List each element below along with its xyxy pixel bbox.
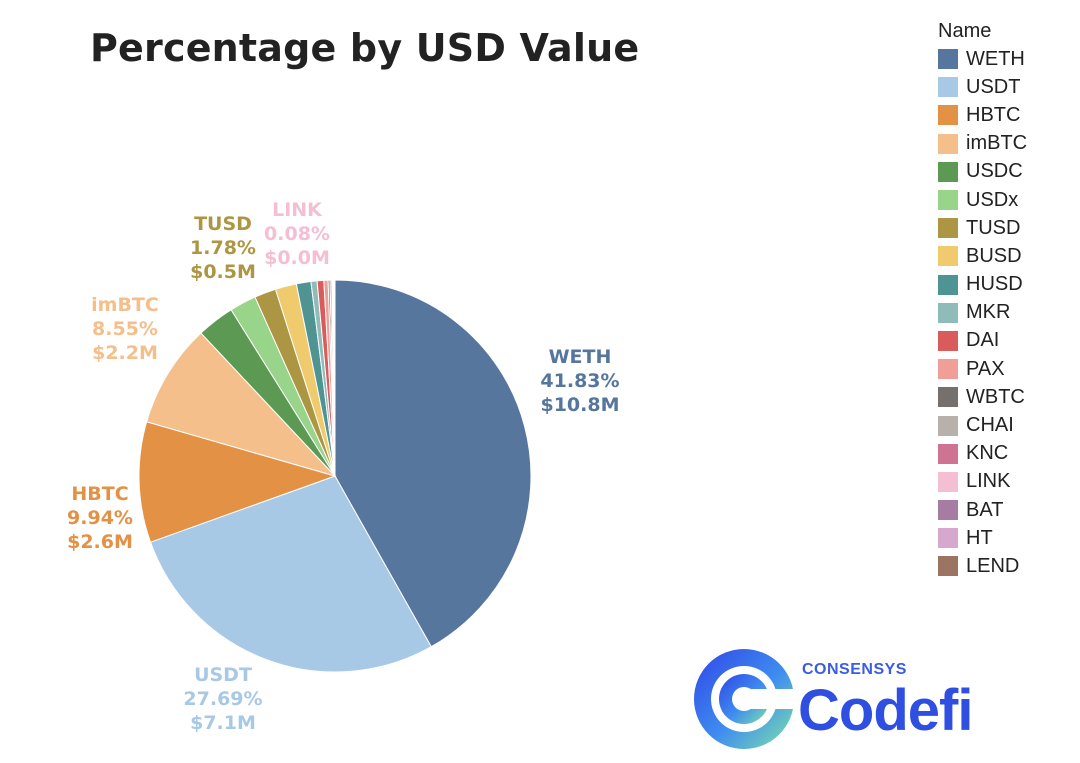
legend-item-husd: HUSD [938, 271, 1027, 299]
legend-label: KNC [966, 442, 1009, 465]
legend-item-mkr: MKR [938, 299, 1027, 327]
codefi-logo: CONSENSYS Codefi [690, 645, 1020, 753]
legend-label: HUSD [966, 273, 1023, 296]
legend-swatch [938, 161, 958, 182]
legend-swatch [938, 330, 958, 351]
slice-label-weth: WETH 41.83% $10.8M [525, 345, 635, 417]
slice-label-name: TUSD [194, 213, 252, 235]
legend-label: USDC [966, 160, 1023, 183]
legend-item-busd: BUSD [938, 242, 1027, 270]
legend-swatch [938, 471, 958, 492]
legend-swatch [938, 274, 958, 295]
legend-label: LINK [966, 470, 1011, 493]
slice-label-link: LINK 0.08% $0.0M [252, 198, 342, 270]
legend-swatch [938, 443, 958, 464]
legend-label: DAI [966, 329, 1000, 352]
legend-label: HT [966, 526, 993, 549]
legend-item-knc: KNC [938, 440, 1027, 468]
slice-label-value: $7.1M [190, 712, 256, 734]
slice-label-value: $0.0M [264, 247, 330, 269]
logo-product-text: Codefi [798, 678, 973, 743]
legend-item-imbtc: imBTC [938, 130, 1027, 158]
slice-label-name: LINK [272, 199, 322, 221]
legend-label: BUSD [966, 244, 1022, 267]
legend-swatch [938, 415, 958, 436]
slice-label-name: HBTC [71, 483, 129, 505]
slice-label-name: WETH [548, 346, 612, 368]
slice-label-value: $10.8M [540, 394, 620, 416]
legend-swatch [938, 387, 958, 408]
chart-title: Percentage by USD Value [90, 26, 640, 70]
legend-swatch [938, 190, 958, 211]
legend-label: MKR [966, 301, 1011, 324]
slice-label-hbtc: HBTC 9.94% $2.6M [50, 482, 150, 554]
legend-title: Name [938, 20, 992, 42]
legend-item-chai: CHAI [938, 411, 1027, 439]
legend-item-bat: BAT [938, 496, 1027, 524]
legend-swatch [938, 528, 958, 549]
legend-item-tusd: TUSD [938, 214, 1027, 242]
legend-item-usdx: USDx [938, 186, 1027, 214]
legend-item-lend: LEND [938, 552, 1027, 580]
legend-swatch [938, 359, 958, 380]
legend-label: imBTC [966, 132, 1028, 155]
legend-label: WETH [966, 47, 1025, 70]
legend-swatch [938, 218, 958, 239]
legend-label: TUSD [966, 216, 1021, 239]
legend-item-hbtc: HBTC [938, 101, 1027, 129]
slice-label-percent: 27.69% [183, 688, 263, 710]
slice-label-tusd: TUSD 1.78% $0.5M [178, 212, 268, 284]
slice-label-percent: 1.78% [190, 237, 256, 259]
slice-label-percent: 0.08% [264, 223, 330, 245]
slice-label-value: $0.5M [190, 261, 256, 283]
legend-label: BAT [966, 498, 1004, 521]
legend-swatch [938, 105, 958, 126]
legend: Name WETH USDT HBTC imBTC USDC USDx TUSD BUSD HU… [938, 20, 1027, 581]
slice-label-value: $2.6M [67, 531, 133, 553]
slice-label-name: imBTC [91, 294, 159, 316]
slice-label-usdt: USDT 27.69% $7.1M [168, 663, 278, 735]
pie-slice-imbtc [146, 332, 337, 477]
legend-swatch [938, 133, 958, 154]
legend-item-pax: PAX [938, 355, 1027, 383]
logo-brand-text: CONSENSYS [802, 661, 907, 678]
legend-item-link: LINK [938, 468, 1027, 496]
legend-swatch [938, 500, 958, 521]
codefi-logo-icon [694, 649, 798, 749]
legend-items: WETH USDT HBTC imBTC USDC USDx TUSD BUSD HUSD MKR… [938, 45, 1027, 581]
legend-label: LEND [966, 554, 1020, 577]
slice-label-percent: 9.94% [67, 507, 133, 529]
legend-label: HBTC [966, 103, 1021, 126]
legend-label: CHAI [966, 414, 1014, 437]
slice-label-imbtc: imBTC 8.55% $2.2M [70, 293, 180, 365]
legend-item-dai: DAI [938, 327, 1027, 355]
slice-label-name: USDT [194, 664, 252, 686]
legend-swatch [938, 246, 958, 267]
legend-item-ht: HT [938, 524, 1027, 552]
pie-slice-weth [334, 279, 532, 648]
legend-item-wbtc: WBTC [938, 383, 1027, 411]
legend-item-weth: WETH [938, 45, 1027, 73]
slice-label-value: $2.2M [92, 342, 158, 364]
pie-slice-hbtc [138, 421, 337, 543]
slice-label-percent: 8.55% [92, 318, 158, 340]
pie-slice-usdt [149, 475, 432, 673]
legend-item-usdc: USDC [938, 158, 1027, 186]
legend-item-usdt: USDT [938, 73, 1027, 101]
legend-label: USDT [966, 75, 1021, 98]
legend-label: USDx [966, 188, 1019, 211]
slice-label-percent: 41.83% [540, 370, 620, 392]
legend-swatch [938, 77, 958, 98]
legend-swatch [938, 49, 958, 70]
legend-label: WBTC [966, 385, 1025, 408]
legend-swatch [938, 556, 958, 577]
legend-swatch [938, 302, 958, 323]
legend-label: PAX [966, 357, 1005, 380]
